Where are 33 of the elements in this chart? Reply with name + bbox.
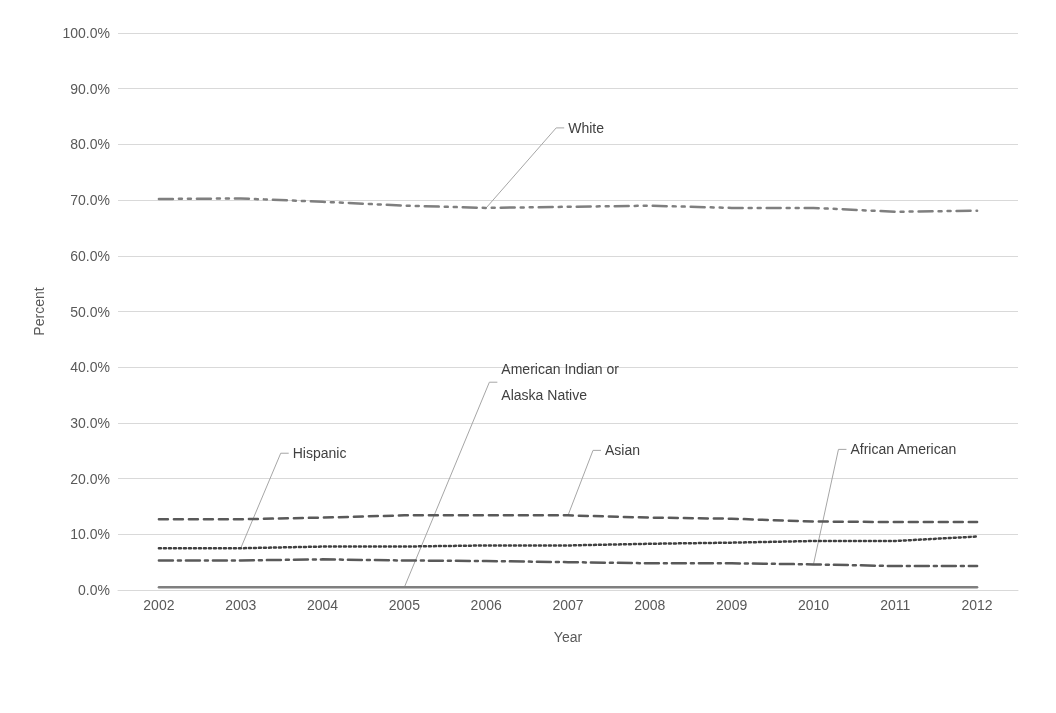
- y-tick-label: 0.0%: [78, 582, 110, 598]
- text: White: [568, 119, 605, 136]
- y-tick-label: 50.0%: [70, 303, 110, 320]
- text: American Indian or Alaska Native: [501, 361, 620, 404]
- y-tick-label: 20.0%: [70, 470, 110, 487]
- x-tick-label: 2004: [306, 597, 339, 613]
- y-tick-label: 10.0%: [70, 526, 110, 543]
- y-tick-label: 90.0%: [70, 80, 110, 97]
- line-series: [157, 514, 979, 524]
- text: African American: [850, 441, 957, 458]
- x-axis-title: Year: [553, 629, 583, 645]
- line-series: [157, 197, 979, 214]
- x-tick-label: 2002: [143, 597, 175, 613]
- x-tick-label: 2006: [470, 597, 502, 613]
- x-tick-label: 2009: [716, 597, 748, 613]
- y-tick-label: 80.0%: [70, 136, 110, 153]
- y-tick-label: 100.0%: [62, 25, 110, 41]
- y-tick-label: 70.0%: [70, 192, 110, 209]
- x-tick-label: 2007: [552, 597, 584, 613]
- x-tick-label: 2011: [880, 597, 911, 613]
- line-series: [157, 558, 979, 568]
- x-tick-label: 2012: [961, 597, 993, 613]
- y-axis-title: Percent: [31, 287, 47, 336]
- y-tick-label: 60.0%: [70, 247, 110, 264]
- x-tick-label: 2005: [388, 597, 421, 613]
- y-tick-label: 30.0%: [70, 414, 110, 431]
- text: Asian: [605, 442, 641, 459]
- x-tick-label: 2010: [797, 597, 830, 613]
- line-series: [157, 535, 979, 550]
- x-tick-label: 2008: [634, 597, 666, 613]
- y-tick-label: 40.0%: [70, 359, 110, 376]
- x-tick-label: 2003: [225, 597, 257, 613]
- text: Hispanic: [292, 445, 347, 462]
